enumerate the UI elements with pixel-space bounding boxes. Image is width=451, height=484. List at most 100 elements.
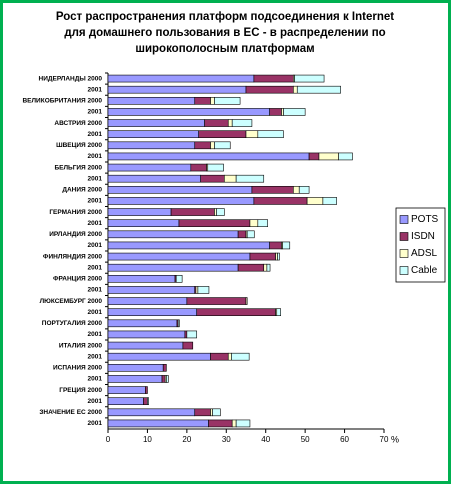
chart-title: широкополосным платформам bbox=[135, 43, 314, 55]
bar-segment bbox=[162, 364, 167, 372]
bar-segment bbox=[143, 397, 148, 405]
y-tick-label: ДАНИЯ 2000 bbox=[62, 187, 102, 194]
bar-segment bbox=[210, 97, 215, 105]
bar-segment bbox=[194, 408, 211, 417]
y-tick-label: 2001 bbox=[88, 198, 103, 205]
bar-segment bbox=[237, 263, 265, 272]
bar-segment bbox=[249, 252, 276, 261]
bar-segment bbox=[296, 85, 341, 94]
bar-segment bbox=[200, 174, 225, 183]
y-tick-label: 2001 bbox=[88, 420, 103, 427]
legend-label: ADSL bbox=[411, 248, 438, 259]
bar-segment bbox=[308, 152, 320, 161]
bar-segment bbox=[249, 219, 259, 227]
bar-segment bbox=[208, 419, 233, 428]
x-tick-label: 10 bbox=[143, 435, 152, 444]
bar-segment bbox=[107, 386, 146, 394]
bar-segment bbox=[186, 297, 247, 305]
bar-segment bbox=[107, 230, 239, 239]
bar-segment bbox=[277, 252, 280, 261]
legend-swatch bbox=[399, 215, 409, 224]
bar-segment bbox=[107, 352, 211, 361]
bar-segment bbox=[107, 74, 255, 83]
y-tick-label: 2001 bbox=[88, 287, 103, 294]
chart-title: для домашнего пользования в ЕС - в распр… bbox=[64, 27, 385, 39]
bar-segment bbox=[257, 130, 284, 138]
x-tick-label: 30 bbox=[222, 435, 231, 444]
y-tick-label: ФРАНЦИЯ 2000 bbox=[53, 276, 102, 283]
legend-label: ISDN bbox=[411, 231, 435, 242]
bar-segment bbox=[107, 341, 184, 350]
bar-segment bbox=[227, 352, 232, 361]
bar-segment bbox=[107, 397, 144, 405]
bar-segment bbox=[107, 130, 199, 138]
x-tick-label: 0 bbox=[106, 435, 111, 444]
bar-segment bbox=[263, 263, 268, 272]
bar-segment bbox=[197, 286, 210, 294]
bar-segment bbox=[245, 85, 294, 94]
y-tick-label: 2001 bbox=[88, 331, 103, 338]
bar-segment bbox=[107, 208, 172, 216]
bar-segment bbox=[245, 130, 259, 138]
chart-title: Рост распространения платформ подсоедине… bbox=[56, 11, 394, 23]
bar-segment bbox=[204, 119, 229, 127]
bar-segment bbox=[107, 241, 270, 250]
bar-segment bbox=[306, 197, 324, 205]
bar-segment bbox=[224, 174, 237, 183]
bar-segment bbox=[231, 352, 250, 361]
y-tick-label: ИТАЛИЯ 2000 bbox=[59, 342, 103, 349]
bar-segment bbox=[186, 330, 198, 339]
bar-segment bbox=[293, 186, 300, 194]
bar-segment bbox=[198, 130, 247, 138]
y-tick-label: 2001 bbox=[88, 264, 103, 271]
x-tick-label: 60 bbox=[340, 435, 349, 444]
bar-segment bbox=[107, 186, 253, 194]
bar-segment bbox=[210, 141, 215, 150]
bar-segment bbox=[107, 252, 251, 261]
bar-segment bbox=[298, 186, 310, 194]
bar-segment bbox=[107, 108, 270, 116]
y-tick-label: 2001 bbox=[88, 398, 103, 405]
bar-segment bbox=[269, 241, 282, 250]
x-tick-label: 40 bbox=[261, 435, 270, 444]
bar-segment bbox=[190, 163, 207, 172]
bar-segment bbox=[282, 241, 291, 250]
bar-segment bbox=[322, 197, 337, 205]
bar-segment bbox=[227, 119, 233, 127]
bar-segment bbox=[231, 119, 253, 127]
bar-segment bbox=[283, 108, 306, 116]
bar-segment bbox=[235, 174, 265, 183]
bar-segment bbox=[147, 397, 149, 405]
legend-label: Cable bbox=[411, 265, 438, 276]
bar-segment bbox=[182, 341, 194, 350]
bar-segment bbox=[196, 308, 276, 316]
y-tick-label: 2001 bbox=[88, 131, 103, 138]
bar-segment bbox=[107, 219, 180, 227]
y-tick-label: АВСТРИЯ 2000 bbox=[54, 120, 102, 127]
bar-segment bbox=[107, 419, 209, 428]
bar-segment bbox=[294, 74, 325, 83]
bar-segment bbox=[175, 275, 183, 283]
bar-segment bbox=[338, 152, 353, 161]
bar-segment bbox=[231, 419, 237, 428]
bar-segment bbox=[212, 408, 221, 417]
y-tick-label: 2001 bbox=[88, 109, 103, 116]
y-tick-label: 2001 bbox=[88, 309, 103, 316]
bar-segment bbox=[161, 375, 166, 383]
bar-segment bbox=[107, 375, 163, 383]
y-tick-label: ГРЕЦИЯ 2000 bbox=[59, 387, 102, 394]
bar-segment bbox=[107, 364, 164, 372]
bar-segment bbox=[207, 163, 224, 172]
y-tick-label: 2001 bbox=[88, 153, 103, 160]
bar-segment bbox=[107, 319, 178, 328]
legend-swatch bbox=[399, 249, 409, 258]
bar-segment bbox=[107, 308, 198, 316]
y-tick-label: ЛЮКСЕМБУРГ 2000 bbox=[40, 298, 103, 305]
y-tick-label: 2001 bbox=[88, 242, 103, 249]
y-tick-label: ПОРТУГАЛИЯ 2000 bbox=[42, 320, 103, 327]
bar-segment bbox=[107, 263, 239, 272]
bar-segment bbox=[245, 297, 248, 305]
y-tick-label: 2001 bbox=[88, 376, 103, 383]
